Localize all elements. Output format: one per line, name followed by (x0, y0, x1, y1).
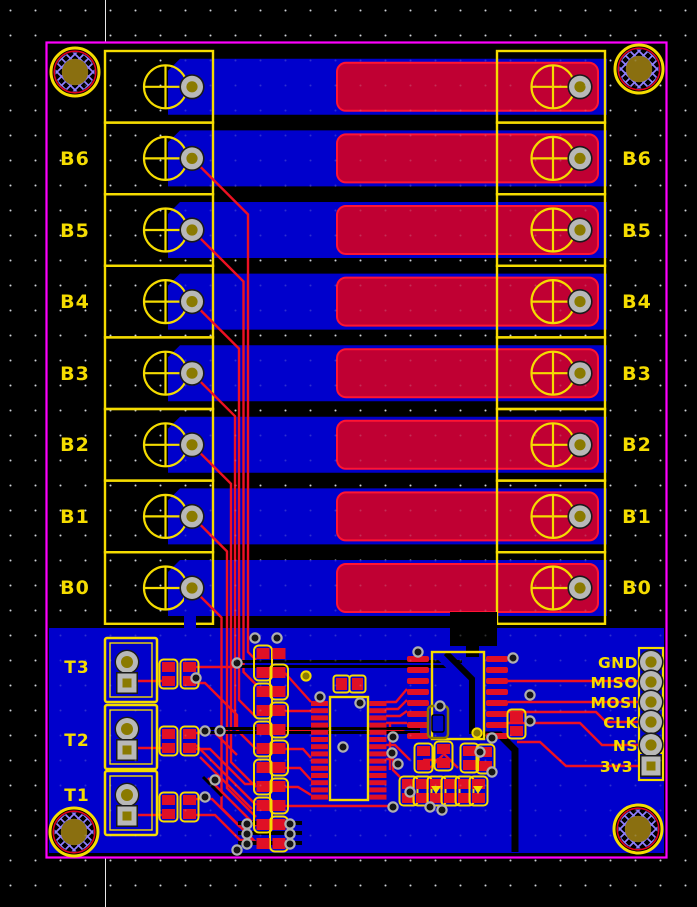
mounting-hole-top-left (49, 46, 101, 98)
header-label-ns: NS (613, 737, 638, 755)
connector-label-t1: T1 (64, 786, 89, 806)
pin-header (637, 646, 665, 782)
net-label-left-b5: B5 (60, 220, 90, 242)
net-label-right-b4: B4 (622, 291, 652, 313)
mounting-hole-bottom-left (48, 806, 100, 858)
mounting-hole-bottom-right (612, 803, 664, 855)
net-label-left-b6: B6 (60, 148, 90, 170)
header-label-clk: CLK (603, 714, 638, 732)
black-trace-chip-top (466, 612, 479, 657)
net-label-right-b2: B2 (622, 434, 652, 456)
header-label-gnd: GND (598, 654, 638, 672)
net-label-left-b1: B1 (60, 506, 90, 528)
net-label-right-b3: B3 (622, 363, 652, 385)
net-label-right-b6: B6 (622, 148, 652, 170)
net-label-left-b0: B0 (60, 577, 90, 599)
mounting-hole-top-right (613, 43, 665, 95)
header-label-3v3: 3v3 (600, 758, 633, 776)
connector-label-t3: T3 (64, 658, 89, 678)
header-label-mosi: MOSI (590, 694, 638, 712)
net-label-left-b3: B3 (60, 363, 90, 385)
header-label-miso: MISO (590, 674, 638, 692)
net-label-right-b1: B1 (622, 506, 652, 528)
net-label-right-b5: B5 (622, 220, 652, 242)
net-label-left-b2: B2 (60, 434, 90, 456)
net-label-left-b4: B4 (60, 291, 90, 313)
blue-trace-b0 (184, 595, 196, 640)
connector-label-t2: T2 (64, 731, 89, 751)
pad-array (253, 644, 289, 853)
net-label-right-b0: B0 (622, 577, 652, 599)
